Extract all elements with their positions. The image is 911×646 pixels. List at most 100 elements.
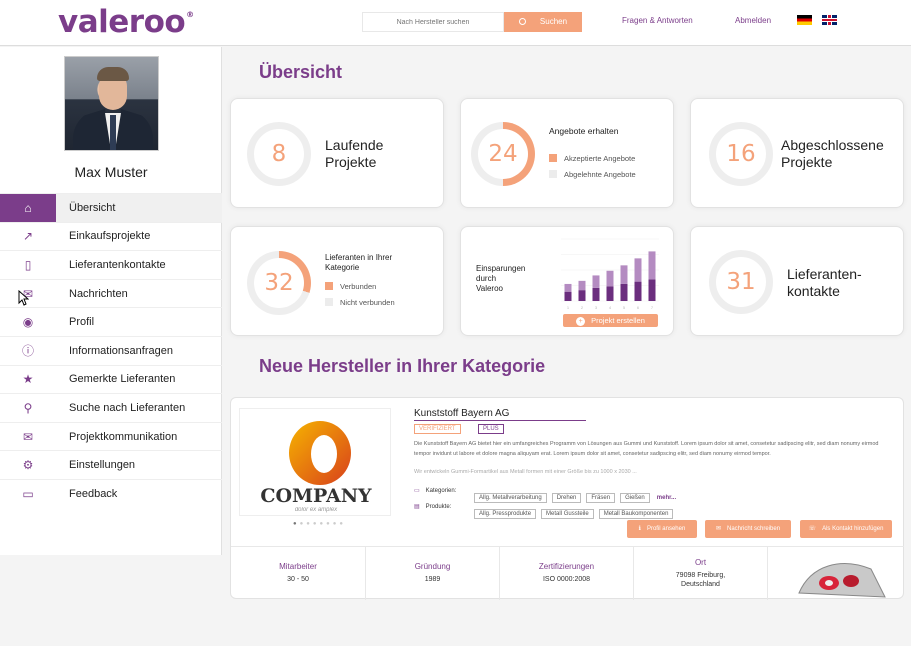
sidebar-item-feedback[interactable]: ▭ Feedback [0,478,222,508]
contacts-icon: ▯ [24,257,32,272]
create-project-button[interactable]: + Projekt erstellen [563,314,658,327]
legend-rejected: Abgelehnte Angebote [564,170,636,179]
sidebar-item-gemerkte-lieferanten[interactable]: ★ Gemerkte Lieferanten [0,364,222,394]
carousel-dots[interactable]: ●●●●●●●● [293,521,346,527]
user-name: Max Muster [74,164,148,180]
savings-bar-chart: 1 2 3 4 5 6 7 [561,238,659,310]
offers-card[interactable]: 24 Angebote erhalten Akzeptierte Angebot… [460,98,674,208]
legend-accepted: Akzeptierte Angebote [564,154,636,163]
home-icon: ⌂ [0,194,56,222]
product-image[interactable] [791,553,891,600]
feedback-icon: ▭ [22,486,34,501]
offers-ring: 24 [471,122,535,186]
running-projects-label-2: Projekte [325,154,377,170]
folder-icon: ▭ [414,488,420,494]
bar-3-series-1 [592,287,600,301]
suppliers-title-2: Kategorie [325,263,360,272]
add-contact-icon: ☏ [808,526,817,532]
verified-badge: VERIFIZIERT [414,424,461,434]
english-flag-icon[interactable] [822,15,837,25]
tag[interactable]: Fräsen [586,493,616,503]
sidebar-item-label: Projektkommunikation [69,430,178,443]
sidebar-item-label: Suche nach Lieferanten [69,401,186,414]
write-message-button[interactable]: ✉ Nachricht schreiben [705,520,791,538]
savings-title-1: Einsparungen [476,264,526,273]
mouse-cursor [18,289,30,306]
running-projects-card[interactable]: 8 Laufende Projekte [230,98,444,208]
fact-location: Ort 79098 Freiburg, Deutschland [634,547,768,600]
x-tick-label: 2 [581,305,584,310]
fact-employees: Mitarbeiter 30 - 50 [231,547,366,600]
top-bar: valeroo® Suchen Fragen & Antworten Abmel… [0,0,911,46]
tag[interactable]: Metall Gussteile [541,509,594,519]
supplier-contacts-card[interactable]: 31 Lieferanten-kontakte [690,226,904,336]
product-image-graphic [798,563,886,598]
completed-label-1: Abgeschlossene [781,137,884,153]
tag[interactable]: Metall Baukomponenten [598,509,674,519]
tag[interactable]: Drehen [551,493,582,503]
suppliers-title-1: Lieferanten in Ihrer [325,253,393,262]
offers-title: Angebote erhalten [549,126,619,136]
bar-4-series-1 [606,286,614,301]
sidebar-item-einkaufsprojekte[interactable]: ↗ Einkaufsprojekte [0,221,222,251]
fact-founded: Gründung 1989 [366,547,500,600]
completed-label-2: Projekte [781,154,833,170]
sidebar-item-profil[interactable]: ◉ Profil [0,307,222,336]
plus-icon: + [576,317,586,326]
search-input[interactable] [362,12,504,32]
sidebar-item-label: Gemerkte Lieferanten [69,373,176,386]
sidebar-item-nachrichten[interactable]: ✉ Nachrichten [0,278,222,308]
mail-icon: ✉ [22,429,34,444]
bar-7-series-2 [648,251,656,280]
company-name[interactable]: Kunststoff Bayern AG [414,408,586,421]
tag[interactable]: Allg. Metallverarbeitung [474,493,547,503]
savings-card[interactable]: Einsparungen durch Valeroo 1 2 3 4 5 6 7 + Proj… [460,226,674,336]
running-projects-label-1: Laufende [325,137,384,153]
completed-projects-card[interactable]: 16 Abgeschlossene Projekte [690,98,904,208]
bar-1-series-1 [564,291,572,301]
sidebar-item-übersicht[interactable]: ⌂ Übersicht [0,193,222,222]
suppliers-card[interactable]: 32 Lieferanten in Ihrer Kategorie Verbund… [230,226,444,336]
bar-2-series-2 [578,280,586,291]
sidebar-item-projektkommunikation[interactable]: ✉ Projektkommunikation [0,421,222,451]
sidebar-item-label: Übersicht [69,201,116,214]
company-logo-text: COMPANY [260,485,372,507]
completed-projects-ring: 16 [709,122,773,186]
contacts-label-2: kontakte [787,283,840,299]
bar-5-series-2 [620,265,628,284]
sidebar-item-label: Feedback [69,487,118,500]
faq-link[interactable]: Fragen & Antworten [622,16,693,25]
view-profile-button[interactable]: ℹ Profil ansehen [627,520,697,538]
sidebar-item-suche-nach-lieferanten[interactable]: ⚲ Suche nach Lieferanten [0,393,222,422]
tag[interactable]: Gießen [620,493,650,503]
more-link[interactable]: mehr... [656,495,677,501]
sidebar-nav: ⌂ Übersicht ↗ Einkaufsprojekte ▯ Lieferantenk… [0,193,222,508]
bar-6-series-2 [634,258,642,282]
message-icon: ✉ [715,526,721,532]
products-label: Produkte: [425,504,452,510]
german-flag-icon[interactable] [797,15,812,25]
sidebar-item-label: Lieferantenkontakte [69,258,166,271]
product-tags: Allg. Pressprodukte Metall Gussteile Metal… [474,502,678,519]
bar-4-series-2 [606,270,614,287]
chart-icon: ↗ [22,229,34,244]
star-icon: ★ [22,372,34,387]
savings-title-3: Valeroo [476,284,503,293]
search-button[interactable]: Suchen [504,12,582,32]
sidebar-item-informationsanfragen[interactable]: ⓘ Informationsanfragen [0,335,222,365]
profile-icon: ◉ [22,315,34,330]
add-contact-button[interactable]: ☏ Als Kontakt hinzufügen [800,520,892,538]
avatar [64,56,159,151]
sidebar-item-label: Informationsanfragen [69,344,173,357]
overview-title: Übersicht [259,62,343,82]
company-logo[interactable]: COMPANY dolor ex amplex [239,408,391,516]
x-tick-label: 7 [651,305,654,310]
valeroo-logo[interactable]: valeroo® [58,4,194,40]
category-tags: Allg. Metallverarbeitung Drehen Fräsen Gieß… [474,486,676,503]
sidebar-item-einstellungen[interactable]: ⚙ Einstellungen [0,450,222,479]
x-tick-label: 3 [595,305,598,310]
sidebar-item-lieferantenkontakte[interactable]: ▯ Lieferantenkontakte [0,250,222,279]
bar-6-series-1 [634,281,642,301]
logout-link[interactable]: Abmelden [735,16,772,25]
tag[interactable]: Allg. Pressprodukte [474,509,537,519]
